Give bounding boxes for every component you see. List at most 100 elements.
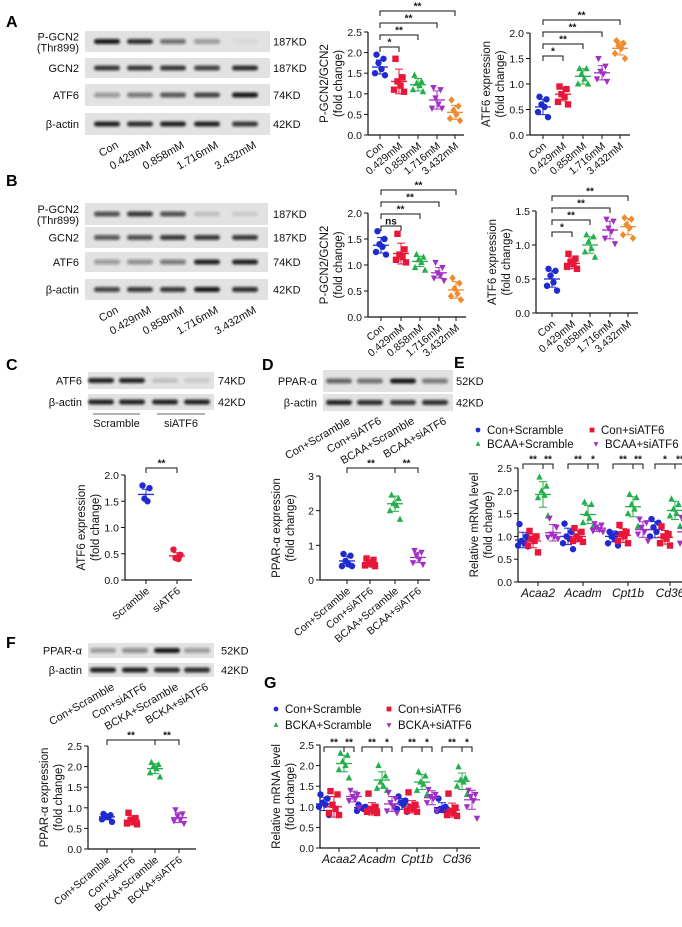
y-tick-label: 1.5: [104, 496, 119, 508]
data-point: [393, 810, 401, 817]
significance-label: **: [415, 181, 423, 192]
y-tick-label: 0.0: [497, 577, 512, 589]
blot-row-label: (Thr899): [37, 43, 79, 55]
data-point: [337, 749, 344, 756]
data-point: [536, 473, 543, 480]
significance-bracket: [394, 467, 419, 473]
significance-label: **: [448, 738, 456, 749]
x-tick-label: Cd36: [656, 586, 682, 600]
data-point: [335, 766, 343, 773]
significance-bracket: [380, 201, 440, 207]
data-series: [325, 787, 461, 820]
data-point: [363, 555, 370, 562]
data-point: [418, 77, 425, 84]
data-point: [385, 789, 392, 797]
blot-row-label: P-GCN2: [37, 204, 79, 216]
legend-label: Con+Scramble: [487, 425, 563, 437]
data-point: [125, 809, 132, 816]
protein-band: [326, 378, 352, 384]
significance-label: **: [368, 738, 376, 749]
y-tick-label: 0.0: [104, 575, 119, 587]
data-point: [443, 811, 451, 819]
significance-bracket: [379, 34, 419, 40]
data-point: [621, 533, 628, 540]
data-point: [463, 804, 471, 811]
significance-label: **: [367, 459, 375, 470]
y-tick-label: 2.0: [509, 28, 524, 40]
panel-label: D: [262, 357, 274, 374]
protein-band: [122, 648, 148, 653]
data-point: [524, 542, 532, 549]
panel-label: A: [6, 14, 18, 31]
protein-band: [232, 65, 258, 71]
data-group: [361, 555, 379, 570]
protein-band: [127, 211, 153, 217]
legend-item: Con+Scramble: [273, 704, 361, 716]
y-axis-title: Relative mRNA level: [271, 744, 283, 849]
protein-band: [232, 235, 258, 240]
molecular-weight-label: 42KD: [221, 665, 249, 677]
data-point: [172, 807, 179, 814]
data-group: [430, 259, 448, 285]
y-tick-label: 2.0: [299, 761, 314, 773]
data-point: [400, 88, 408, 95]
significance-bracket: [154, 739, 180, 745]
y-tick-label: 0.5: [347, 286, 362, 298]
blot-row-label: ATF6: [53, 90, 79, 102]
significance-label: **: [634, 455, 642, 466]
x-tick-label: Acadm: [357, 852, 395, 866]
protein-band: [127, 39, 153, 44]
data-point: [601, 235, 609, 242]
molecular-weight-label: 42KD: [273, 119, 301, 131]
data-group: [601, 216, 619, 248]
y-tick-label: 0.5: [104, 549, 119, 561]
protein-band: [160, 235, 186, 240]
significance-label: **: [330, 738, 338, 749]
y-tick-label: 0.5: [67, 823, 82, 835]
data-point: [565, 250, 572, 258]
data-point: [613, 36, 620, 45]
data-point: [411, 547, 418, 555]
protein-band: [390, 400, 416, 405]
data-point: [144, 498, 151, 505]
significance-label: **: [127, 731, 135, 742]
data-point: [599, 529, 607, 536]
molecular-weight-label: 74KD: [273, 90, 301, 102]
data-point: [419, 561, 427, 569]
data-point: [543, 482, 550, 489]
protein-band: [127, 287, 153, 292]
data-point: [604, 540, 612, 547]
data-series: [544, 514, 682, 547]
data-point: [396, 515, 404, 522]
data-point: [658, 523, 665, 530]
y-tick-label: 1.5: [347, 234, 362, 246]
y-tick-label: 2.0: [347, 208, 362, 220]
y-tick-label: 1.5: [497, 509, 512, 521]
y-tick-label: 1.5: [67, 782, 82, 794]
y-tick-label: 0.0: [509, 130, 524, 142]
blot-strip: [88, 663, 214, 677]
panel-label: C: [6, 357, 18, 374]
data-point: [397, 82, 404, 89]
data-point: [644, 538, 652, 545]
data-group: [338, 550, 356, 570]
y-tick-label: 1.0: [67, 803, 82, 815]
y-axis-title: (fold change): [333, 231, 345, 298]
data-point: [430, 85, 437, 92]
protein-band: [94, 39, 120, 44]
data-point: [523, 533, 530, 540]
data-group: [593, 55, 611, 86]
y-tick-label: 1.0: [497, 531, 512, 543]
significance-bracket: [380, 225, 402, 231]
data-point: [465, 787, 472, 795]
data-point: [344, 751, 351, 758]
data-group: [146, 758, 164, 780]
chart-a2: 0.0 0.5 1.0 1.5 2.0 ATF6 expression (fold chan…: [481, 11, 630, 177]
data-group: [372, 228, 390, 258]
data-point: [273, 722, 279, 727]
significance-bracket: [380, 213, 421, 219]
molecular-weight-label: 42KD: [273, 285, 301, 297]
x-tick-label: Cpt1b: [612, 586, 644, 600]
significance-bracket: [343, 746, 355, 752]
